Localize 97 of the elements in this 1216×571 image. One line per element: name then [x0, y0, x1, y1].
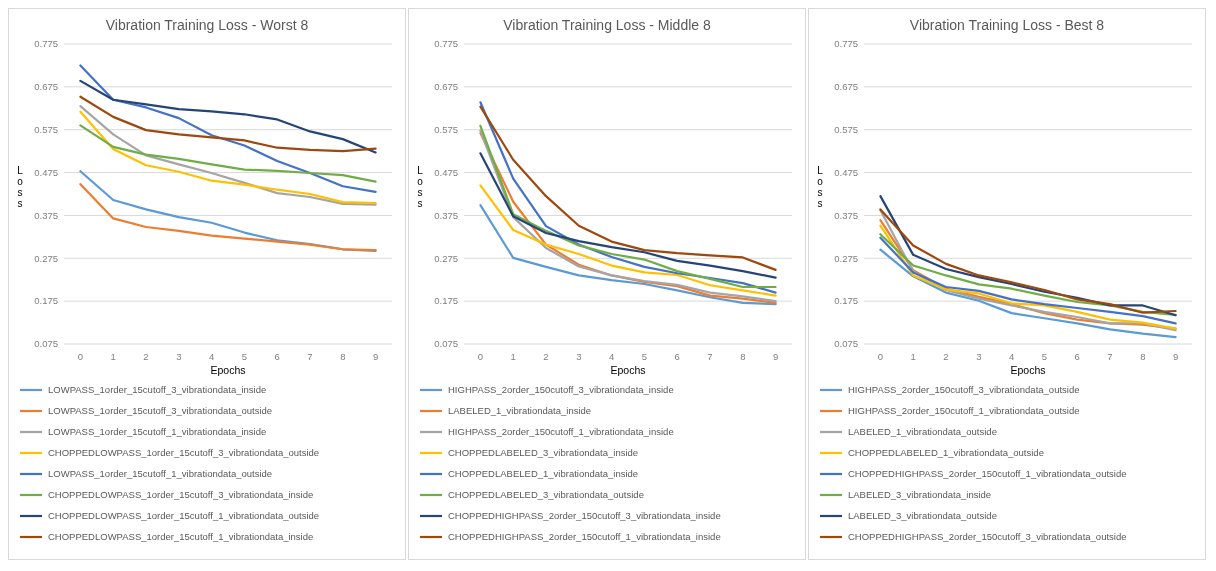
- chart-title: Vibration Training Loss - Worst 8: [105, 17, 309, 33]
- y-tick-label: 0.475: [434, 166, 458, 178]
- y-tick-label: 0.175: [34, 295, 58, 307]
- legend-label: CHOPPEDLABELED_3_vibrationdata_outside: [448, 489, 644, 501]
- legend-label: LOWPASS_1order_15cutoff_3_vibrationdata_outside: [48, 405, 273, 417]
- x-tick-label: 2: [143, 351, 149, 362]
- y-tick-label: 0.075: [34, 338, 58, 350]
- y-tick-label: 0.375: [834, 209, 858, 221]
- y-tick-label: 0.375: [434, 209, 458, 221]
- x-tick-label: 0: [77, 351, 84, 362]
- x-tick-label: 9: [1172, 351, 1179, 362]
- y-axis-title: Loss: [17, 165, 24, 209]
- y-tick-label: 0.575: [434, 124, 458, 136]
- y-tick-label: 0.175: [434, 295, 458, 307]
- x-tick-label: 5: [1041, 351, 1048, 362]
- x-tick-label: 6: [274, 351, 280, 362]
- x-tick-label: 3: [976, 351, 982, 362]
- y-tick-label: 0.575: [34, 124, 58, 136]
- y-tick-label: 0.675: [834, 81, 858, 93]
- line-series: [79, 170, 377, 253]
- y-tick-label: 0.075: [834, 338, 858, 350]
- legend-label: CHOPPEDHIGHPASS_2order_150cutoff_1_vibrationdata_outside: [848, 468, 1127, 480]
- legend-label: HIGHPASS_2order_150cutoff_1_vibrationdata_outside: [848, 405, 1080, 417]
- y-tick-label: 0.475: [834, 166, 858, 178]
- x-tick-label: 7: [707, 351, 713, 362]
- y-tick-label: 0.175: [834, 295, 858, 307]
- chart-title: Vibration Training Loss - Middle 8: [503, 17, 711, 33]
- x-tick-label: 1: [910, 351, 916, 362]
- x-tick-label: 5: [241, 351, 248, 362]
- line-series: [79, 79, 377, 154]
- y-tick-label: 0.375: [34, 209, 58, 221]
- x-tick-label: 8: [740, 351, 746, 362]
- line-series: [479, 152, 777, 279]
- x-tick-label: 4: [1008, 351, 1015, 362]
- legend-label: LABELED_1_vibrationdata_outside: [848, 426, 997, 438]
- legend-label: CHOPPEDLOWPASS_1order_15cutoff_3_vibrationdata_outside: [48, 447, 320, 459]
- x-tick-label: 4: [208, 351, 215, 362]
- y-tick-label: 0.275: [834, 252, 858, 264]
- x-tick-label: 4: [608, 351, 615, 362]
- legend-label: LABELED_3_vibrationdata_inside: [848, 489, 992, 501]
- x-tick-label: 5: [641, 351, 648, 362]
- legend-label: CHOPPEDLABELED_1_vibrationdata_inside: [448, 468, 639, 480]
- legend-label: LOWPASS_1order_15cutoff_1_vibrationdata_outside: [48, 468, 273, 480]
- x-tick-label: 8: [340, 351, 346, 362]
- legend-label: LOWPASS_1order_15cutoff_1_vibrationdata_inside: [48, 426, 267, 438]
- x-tick-label: 9: [772, 351, 779, 362]
- chart-title: Vibration Training Loss - Best 8: [909, 17, 1105, 33]
- line-series: [479, 184, 777, 297]
- line-series: [79, 183, 377, 252]
- y-tick-label: 0.775: [834, 38, 858, 50]
- x-axis-title: Epochs: [1010, 364, 1046, 376]
- x-tick-label: 2: [943, 351, 949, 362]
- x-tick-label: 9: [372, 351, 379, 362]
- y-tick-label: 0.775: [434, 38, 458, 50]
- legend-label: CHOPPEDLOWPASS_1order_15cutoff_1_vibrationdata_inside: [48, 531, 314, 543]
- y-tick-label: 0.075: [434, 338, 458, 350]
- x-tick-label: 3: [576, 351, 582, 362]
- x-axis-title: Epochs: [610, 364, 646, 376]
- y-tick-label: 0.775: [34, 38, 58, 50]
- y-tick-label: 0.475: [34, 166, 58, 178]
- line-series: [479, 204, 777, 306]
- x-axis-title: Epochs: [210, 364, 246, 376]
- y-axis-title: Loss: [417, 165, 424, 209]
- x-tick-label: 7: [307, 351, 313, 362]
- legend-label: CHOPPEDLOWPASS_1order_15cutoff_3_vibrationdata_inside: [48, 489, 314, 501]
- legend-label: CHOPPEDLOWPASS_1order_15cutoff_1_vibrationdata_outside: [48, 510, 320, 522]
- y-tick-label: 0.675: [34, 81, 58, 93]
- x-tick-label: 6: [1074, 351, 1080, 362]
- legend-label: LABELED_1_vibrationdata_inside: [448, 405, 592, 417]
- legend-label: CHOPPEDLABELED_3_vibrationdata_inside: [448, 447, 639, 459]
- x-tick-label: 3: [176, 351, 182, 362]
- legend-label: CHOPPEDLABELED_1_vibrationdata_outside: [848, 447, 1044, 459]
- x-tick-label: 8: [1140, 351, 1146, 362]
- x-tick-label: 1: [510, 351, 516, 362]
- legend-label: LABELED_3_vibrationdata_outside: [848, 510, 997, 522]
- x-tick-label: 7: [1107, 351, 1113, 362]
- legend-label: CHOPPEDHIGHPASS_2order_150cutoff_3_vibrationdata_inside: [448, 510, 721, 522]
- x-tick-label: 0: [877, 351, 884, 362]
- line-series: [79, 95, 377, 153]
- line-series: [79, 124, 377, 183]
- y-tick-label: 0.275: [434, 252, 458, 264]
- legend-label: LOWPASS_1order_15cutoff_3_vibrationdata_inside: [48, 384, 267, 396]
- y-tick-label: 0.275: [34, 252, 58, 264]
- x-tick-label: 0: [477, 351, 484, 362]
- y-axis-title: Loss: [817, 165, 824, 209]
- legend-label: HIGHPASS_2order_150cutoff_3_vibrationdata_outside: [848, 384, 1080, 396]
- legend-label: HIGHPASS_2order_150cutoff_1_vibrationdata_inside: [448, 426, 674, 438]
- y-tick-label: 0.675: [434, 81, 458, 93]
- x-tick-label: 6: [674, 351, 680, 362]
- x-tick-label: 2: [543, 351, 549, 362]
- line-series: [879, 248, 1177, 339]
- x-tick-label: 1: [110, 351, 116, 362]
- legend-label: CHOPPEDHIGHPASS_2order_150cutoff_3_vibrationdata_outside: [848, 531, 1127, 543]
- legend-label: HIGHPASS_2order_150cutoff_3_vibrationdata_inside: [448, 384, 674, 396]
- legend-label: CHOPPEDHIGHPASS_2order_150cutoff_1_vibrationdata_inside: [448, 531, 721, 543]
- y-tick-label: 0.575: [834, 124, 858, 136]
- line-series: [79, 64, 377, 193]
